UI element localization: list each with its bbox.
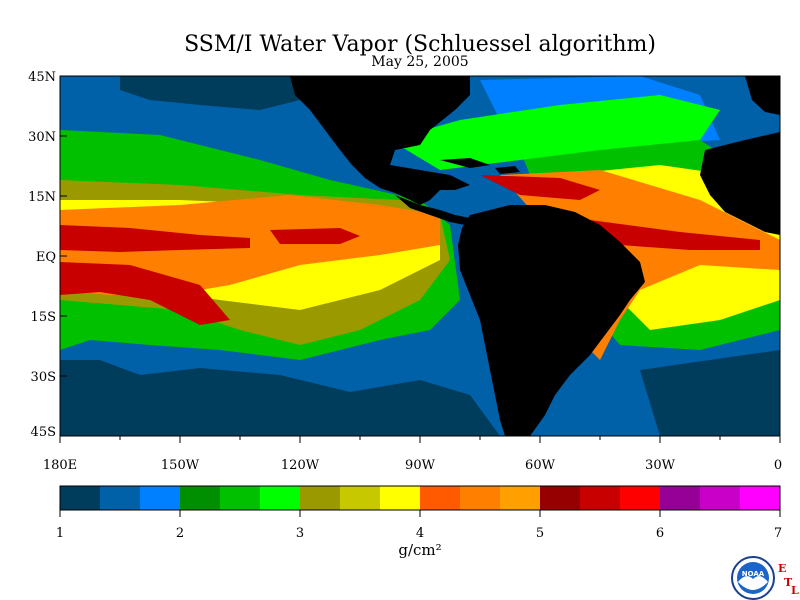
map-date: May 25, 2005 [371,54,468,70]
colorbar-tick-4: 4 [416,526,424,541]
map-title: SSM/I Water Vapor (Schluessel algorithm) [184,32,656,57]
green-band-north-atlantic [390,95,720,170]
dry-region-north-pacific [120,76,300,110]
south-america-land [458,205,645,436]
lon-label-120w: 120W [281,458,320,473]
europe-land [745,76,780,115]
lon-label-90w: 90W [405,458,436,473]
colorbar-tick-5: 5 [536,526,544,541]
colorbar-swatch-4 [180,486,221,510]
colorbar-swatch-9 [380,486,421,510]
colorbar-swatch-18 [740,486,781,510]
noaa-logo-text: NOAA [742,570,765,578]
lat-label-15n: 15N [28,190,56,205]
etl-letter-l: L [791,584,799,597]
colorbar-swatch-10 [420,486,461,510]
amazon-plume-red [590,220,760,250]
lon-label-150w: 150W [161,458,200,473]
colorbar-tick-3: 3 [296,526,304,541]
colorbar-swatches [60,486,781,510]
etl-letter-e: E [778,562,786,575]
colorbar-tick-6: 6 [656,526,664,541]
colorbar-ticks [59,510,781,517]
colorbar-swatch-13 [540,486,581,510]
colorbar-swatch-7 [300,486,341,510]
colorbar-unit: g/cm² [398,541,441,559]
dry-region-south-atlantic [640,350,780,436]
lon-label-30w: 30W [645,458,676,473]
colorbar-swatch-1 [60,486,101,510]
lat-label-eq: EQ [36,250,56,265]
colorbar-tick-2: 2 [176,526,184,541]
lat-label-45n: 45N [28,70,56,85]
cuba-island [440,158,490,168]
hispaniola-island [495,166,520,174]
lat-axis: 45N 30N 15N EQ 15S 30S 45S [28,70,67,440]
lat-label-30s: 30S [31,370,56,385]
central-america-isthmus [395,195,480,226]
colorbar: 1 2 3 4 5 6 7 g/cm² [56,485,782,559]
colorbar-swatch-2 [100,486,141,510]
colorbar-swatch-6 [260,486,301,510]
colorbar-swatch-12 [500,486,541,510]
land-masses [290,76,780,436]
colorbar-swatch-5 [220,486,261,510]
colorbar-tick-1: 1 [56,526,64,541]
atlantic-red-core [480,175,600,200]
lon-axis: 180E 150W 120W 90W 60W 30W 0 [43,436,782,473]
dry-region-se-pacific [60,360,500,436]
colorbar-swatch-14 [580,486,621,510]
lon-label-60w: 60W [525,458,556,473]
itcz-red-core-west [60,225,250,252]
spcz-red-core [60,262,230,325]
africa-land [700,132,780,235]
lat-label-15s: 15S [31,310,56,325]
lat-label-45s: 45S [31,425,56,440]
colorbar-tick-7: 7 [774,526,782,541]
colorbar-swatch-11 [460,486,501,510]
colorbar-swatch-3 [140,486,181,510]
lon-label-0: 0 [774,458,782,473]
itcz-red-core-central [270,228,360,244]
noaa-logo-gull-icon [738,576,768,590]
colorbar-swatch-16 [660,486,701,510]
lon-label-180e: 180E [43,458,77,473]
north-america-land [290,76,470,205]
colorbar-swatch-15 [620,486,661,510]
colorbar-swatch-8 [340,486,381,510]
lat-label-30n: 30N [28,130,56,145]
colorbar-swatch-17 [700,486,741,510]
noaa-logo: NOAA E T L [731,556,799,600]
map-panel: 45N 30N 15N EQ 15S 30S 45S 180E 150W 12 [28,70,782,473]
etl-letter-t: T [784,576,793,589]
